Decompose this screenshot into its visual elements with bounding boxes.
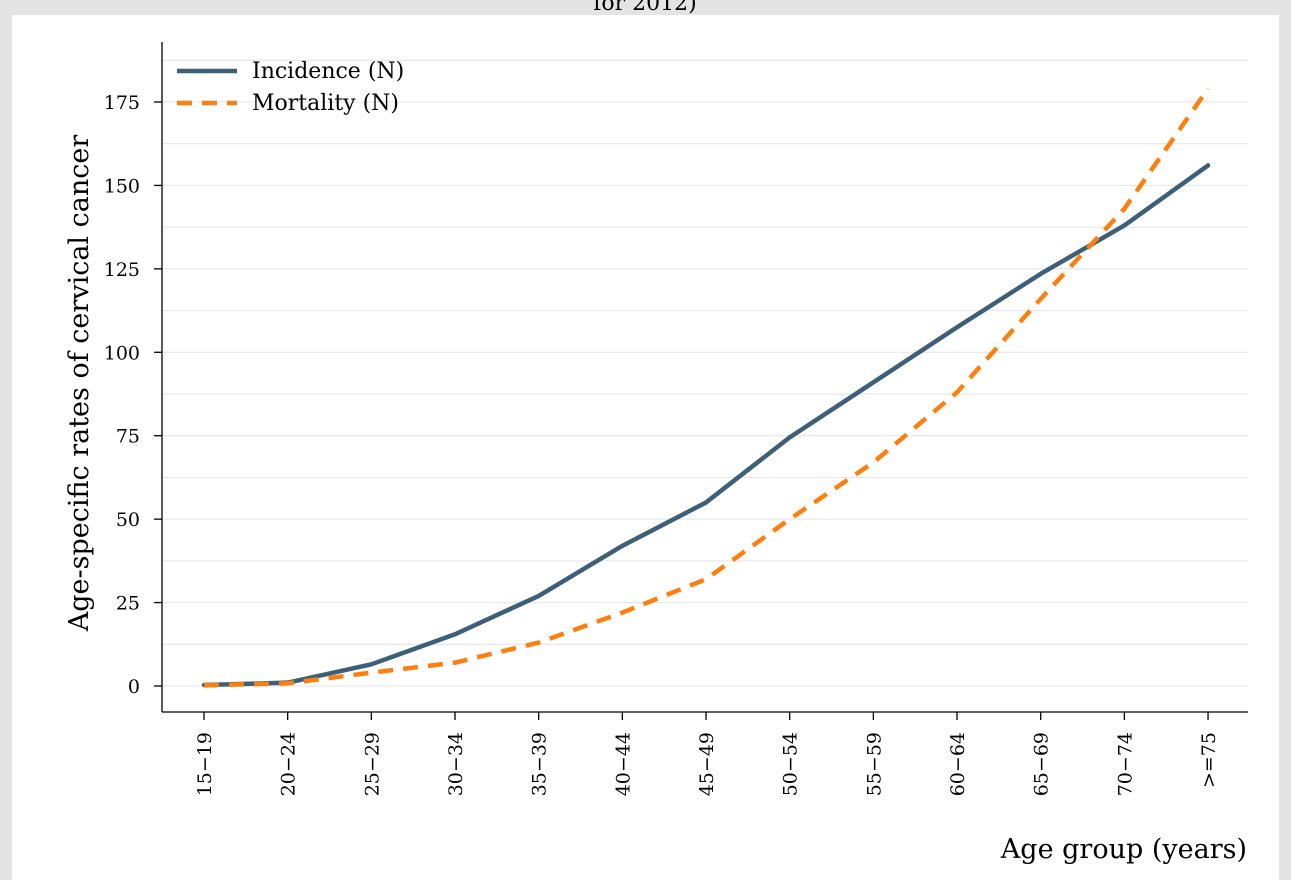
y-tick-label: 150 — [104, 175, 140, 197]
x-tick-label: 50−54 — [780, 732, 802, 796]
x-tick-label: 70−74 — [1114, 732, 1136, 796]
x-tick-label: 25−29 — [361, 732, 383, 796]
x-tick-label: 45−49 — [696, 732, 718, 796]
series-line-incidence — [201, 163, 1211, 688]
x-axis-ticks: 15−19 20−24 25−29 30−34 35−39 40−44 45−49 50−54… — [194, 712, 1220, 796]
y-tick-label: 100 — [104, 342, 140, 364]
axes — [161, 42, 1248, 713]
y-tick-label: 75 — [116, 426, 140, 448]
x-tick-label: 20−24 — [278, 732, 300, 796]
x-tick-label: >=75 — [1198, 732, 1220, 788]
series-line-mortality — [203, 87, 1210, 688]
y-tick-label: 175 — [104, 92, 140, 114]
x-tick-label: 15−19 — [194, 732, 216, 796]
x-tick-label: 65−69 — [1031, 732, 1053, 796]
x-tick-label: 60−64 — [947, 732, 969, 796]
grid-lines — [162, 59, 1248, 687]
legend-label: Incidence (N) — [252, 59, 404, 84]
y-tick-label: 25 — [116, 593, 140, 615]
x-tick-label: 35−39 — [529, 732, 551, 796]
legend: Incidence (N) Mortality (N) — [177, 59, 404, 116]
chart-title-fragment: for 2012) — [593, 0, 696, 16]
x-axis-label: Age group (years) — [1000, 834, 1247, 865]
y-axis-ticks: 0 25 50 75 100 125 150 175 — [104, 92, 162, 698]
y-axis-label: Age-specific rates of cervical cancer — [64, 135, 95, 633]
y-tick-label: 50 — [116, 509, 140, 531]
series-lines — [201, 87, 1211, 688]
x-tick-label: 40−44 — [612, 732, 634, 796]
y-tick-label: 0 — [128, 676, 140, 698]
x-tick-label: 55−59 — [863, 732, 885, 796]
x-tick-label: 30−34 — [445, 732, 467, 796]
y-tick-label: 125 — [104, 259, 140, 281]
legend-label: Mortality (N) — [252, 91, 399, 116]
